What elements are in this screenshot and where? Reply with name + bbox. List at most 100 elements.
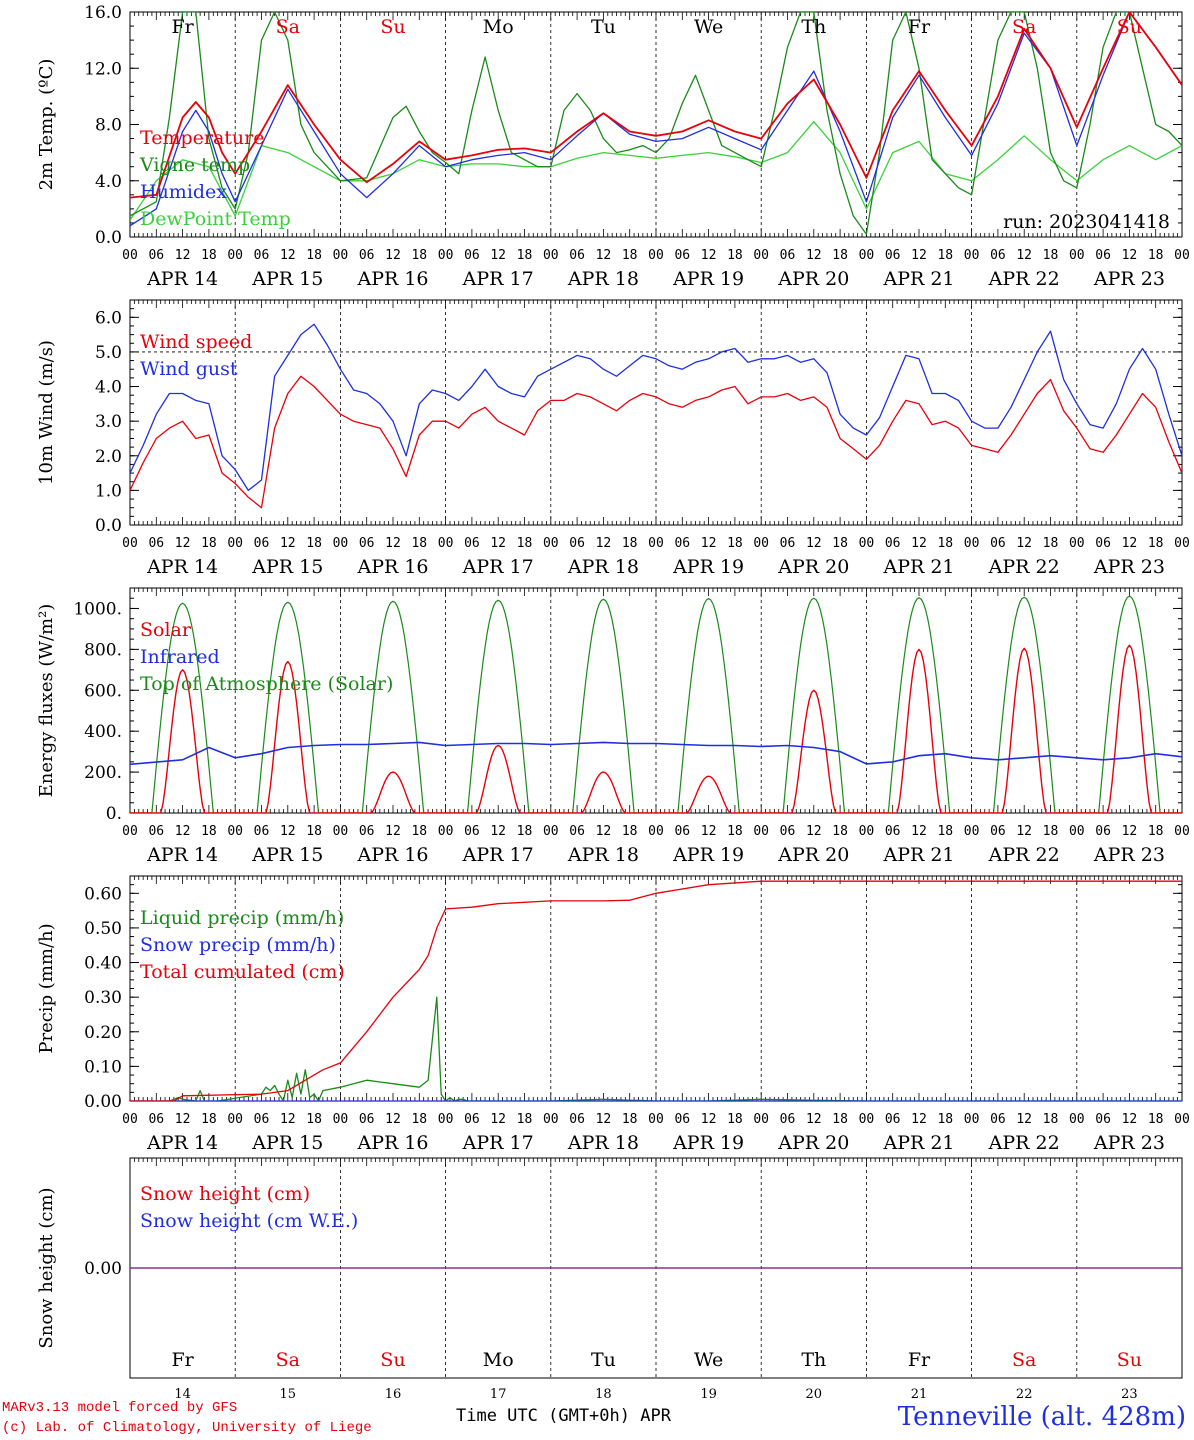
x-tick-label: 18	[622, 536, 638, 551]
x-tick-label: 00	[122, 1112, 138, 1127]
x-tick-label: 00	[648, 536, 664, 551]
x-tick-label: 18	[1043, 824, 1059, 839]
x-tick-label: 12	[385, 1112, 401, 1127]
x-tick-label: 00	[964, 536, 980, 551]
x-tick-label: 18	[727, 1112, 743, 1127]
y-tick-label: 0.40	[84, 954, 122, 974]
date-label: APR 21	[882, 268, 954, 290]
y-axis-label: Precip (mm/h)	[36, 923, 57, 1053]
x-tick-label: 06	[990, 536, 1006, 551]
y-tick-label: 0.0	[95, 228, 122, 248]
x-tick-label: 06	[148, 1112, 164, 1127]
x-tick-label: 12	[911, 1112, 927, 1127]
date-label: APR 22	[988, 844, 1060, 866]
date-label: APR 15	[251, 844, 323, 866]
x-tick-label: 06	[990, 248, 1006, 263]
x-tick-label: 12	[701, 536, 717, 551]
x-tick-label: 18	[1043, 1112, 1059, 1127]
x-tick-label: 00	[333, 248, 349, 263]
day-number-label: 17	[490, 1387, 507, 1402]
x-tick-label: 12	[596, 824, 612, 839]
x-tick-label: 12	[806, 536, 822, 551]
x-tick-label: 12	[490, 536, 506, 551]
x-tick-label: 00	[648, 824, 664, 839]
x-tick-label: 18	[832, 536, 848, 551]
weekday-label-top: Fr	[171, 16, 194, 38]
x-tick-label: 18	[411, 824, 427, 839]
panel-3: 0. 200. 400. 600. 800. 1000. Energy fluxes (W/…	[36, 587, 1190, 866]
x-tick-label: 00	[227, 1112, 243, 1127]
date-label: APR 20	[777, 844, 849, 866]
x-tick-label: 06	[464, 824, 480, 839]
x-tick-label: 18	[937, 248, 953, 263]
x-tick-label: 00	[333, 536, 349, 551]
x-tick-label: 12	[1122, 824, 1138, 839]
x-tick-label: 00	[753, 1112, 769, 1127]
y-axis-label: Energy fluxes (W/m²)	[36, 604, 57, 798]
day-number-label: 22	[1016, 1387, 1033, 1402]
series-line-3	[130, 880, 1182, 1101]
y-tick-label: 0.50	[84, 919, 122, 939]
x-tick-label: 12	[490, 1112, 506, 1127]
y-tick-label: 2.0	[95, 447, 122, 467]
date-label: APR 16	[356, 268, 428, 290]
legend-entry: Total cumulated (cm)	[140, 961, 345, 983]
x-tick-label: 00	[753, 824, 769, 839]
legend-entry: Humidex	[140, 181, 227, 203]
x-tick-label: 00	[1069, 536, 1085, 551]
date-label: APR 19	[672, 1132, 744, 1154]
date-label: APR 23	[1093, 844, 1165, 866]
x-tick-label: 06	[569, 248, 585, 263]
x-tick-label: 00	[543, 536, 559, 551]
date-label: APR 22	[988, 556, 1060, 578]
panel-2: 0.0 1.0 2.0 3.0 4.0 5.0 6.0 10m Wind (m/s) 00 06 1…	[36, 299, 1190, 578]
x-axis-title: Time UTC (GMT+0h) APR	[456, 1406, 671, 1426]
infrared-line	[130, 741, 1182, 766]
x-tick-label: 00	[859, 824, 875, 839]
x-tick-label: 00	[543, 248, 559, 263]
x-tick-label: 00	[227, 824, 243, 839]
x-tick-label: 00	[964, 1112, 980, 1127]
day-number-label: 14	[174, 1387, 191, 1402]
series-line-2	[130, 323, 1182, 492]
x-tick-label: 18	[727, 248, 743, 263]
x-tick-label: 18	[832, 1112, 848, 1127]
y-axis-label: 2m Temp. (ºC)	[36, 59, 57, 191]
x-tick-label: 00	[859, 536, 875, 551]
x-tick-label: 06	[569, 1112, 585, 1127]
y-tick-label: 600.	[84, 681, 122, 701]
plot-area	[130, 595, 1182, 813]
date-label: APR 21	[882, 556, 954, 578]
y-tick-label: 0.00	[84, 1259, 122, 1279]
weekday-label-bottom: Su	[380, 1349, 405, 1371]
x-tick-label: 06	[780, 1112, 796, 1127]
x-tick-label: 18	[411, 248, 427, 263]
x-tick-label: 00	[438, 248, 454, 263]
date-label: APR 17	[462, 268, 534, 290]
x-tick-label: 06	[885, 536, 901, 551]
x-tick-label: 06	[569, 824, 585, 839]
x-tick-label: 06	[1095, 824, 1111, 839]
y-tick-label: 0.20	[84, 1023, 122, 1043]
y-tick-label: 8.0	[95, 116, 122, 136]
panel-4: 0.00 0.10 0.20 0.30 0.40 0.50 0.60 Precip (mm/h…	[36, 875, 1190, 1154]
x-tick-label: 06	[148, 248, 164, 263]
x-tick-label: 06	[569, 536, 585, 551]
weekday-label-top: Sa	[1012, 16, 1036, 38]
weekday-label-bottom: Fr	[908, 1349, 931, 1371]
x-tick-label: 06	[780, 824, 796, 839]
weekday-label-bottom: Sa	[1012, 1349, 1036, 1371]
x-tick-label: 12	[175, 536, 191, 551]
weekday-label-bottom: Fr	[171, 1349, 194, 1371]
x-tick-label: 00	[1069, 824, 1085, 839]
x-tick-label: 12	[596, 536, 612, 551]
x-tick-label: 06	[464, 536, 480, 551]
x-tick-label: 06	[990, 824, 1006, 839]
date-label: APR 17	[462, 844, 534, 866]
x-tick-label: 06	[359, 536, 375, 551]
x-tick-label: 00	[333, 1112, 349, 1127]
x-tick-label: 00	[543, 824, 559, 839]
x-tick-label: 18	[517, 536, 533, 551]
x-tick-label: 12	[701, 248, 717, 263]
legend-entry: Wind gust	[140, 358, 238, 380]
